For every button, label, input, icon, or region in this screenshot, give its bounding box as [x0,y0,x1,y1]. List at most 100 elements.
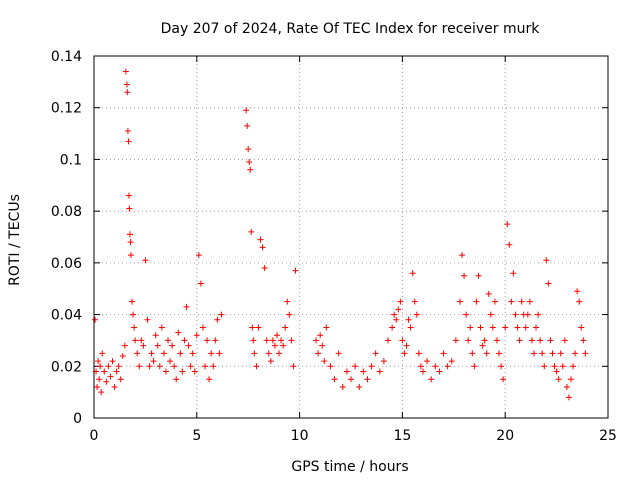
data-point [245,146,252,153]
data-point [127,239,134,246]
data-point [448,358,455,365]
data-point [265,350,272,357]
data-point [343,368,350,375]
data-point [123,81,130,88]
data-point [165,337,172,344]
data-point [208,350,215,357]
data-point [411,298,418,305]
data-point [144,316,151,323]
data-point [580,337,587,344]
data-point [459,252,466,259]
data-point [570,363,577,370]
data-point [140,342,147,349]
data-point [504,221,511,228]
data-point [101,368,108,375]
data-point [508,298,515,305]
data-point [481,337,488,344]
data-point [131,324,138,331]
y-tick-label: 0.1 [60,152,82,168]
data-point [356,383,363,390]
data-point [98,389,105,396]
data-point [403,342,410,349]
data-point [352,363,359,370]
data-point [124,89,131,96]
data-point [533,324,540,331]
data-point [132,337,139,344]
data-point [522,324,529,331]
data-point [169,342,176,349]
data-point [372,350,379,357]
data-point [530,350,537,357]
data-points [92,68,589,401]
data-point [160,350,167,357]
data-point [409,270,416,277]
data-point [146,363,153,370]
data-point [253,363,260,370]
y-tick-label: 0.02 [51,359,82,375]
data-point [315,350,322,357]
data-point [191,368,198,375]
y-tick-label: 0 [73,411,82,427]
data-point [473,298,480,305]
data-point [549,350,556,357]
data-point [496,350,503,357]
data-point [528,337,535,344]
data-point [202,363,209,370]
data-point [389,324,396,331]
data-point [440,350,447,357]
data-point [417,363,424,370]
data-point [206,376,213,383]
data-point [284,298,291,305]
data-point [148,350,155,357]
data-point [559,363,566,370]
data-point [105,363,112,370]
data-point [557,350,564,357]
data-point [288,337,295,344]
data-point [524,311,531,318]
data-point [335,350,342,357]
y-axis-label: ROTI / TECUs [7,194,23,286]
data-point [257,236,264,243]
data-point [514,324,521,331]
data-point [129,298,136,305]
data-point [368,363,375,370]
data-point [181,337,188,344]
data-point [512,311,519,318]
data-point [107,373,114,380]
data-point [96,376,103,383]
data-point [551,363,558,370]
data-point [331,376,338,383]
data-point [380,358,387,365]
data-point [444,363,451,370]
x-tick-label: 10 [291,428,309,444]
data-point [537,337,544,344]
data-point [545,280,552,287]
data-point [399,337,406,344]
data-point [214,316,221,323]
data-point [243,107,250,114]
data-point [92,316,99,323]
data-point [483,350,490,357]
data-point [518,298,525,305]
data-point [158,324,165,331]
data-point [97,363,104,370]
data-point [124,127,131,134]
data-point [424,358,431,365]
data-point [313,337,320,344]
x-axis-label: GPS time / hours [291,459,408,475]
data-point [502,324,509,331]
data-point [516,337,523,344]
data-point [125,192,132,199]
data-point [555,376,562,383]
data-point [348,376,354,383]
data-point [261,265,268,272]
data-point [177,350,184,357]
data-point [489,324,496,331]
data-point [317,332,324,339]
data-point [185,342,192,349]
data-point [154,342,161,349]
data-point [179,368,186,375]
data-point [547,337,554,344]
data-point [152,332,159,339]
